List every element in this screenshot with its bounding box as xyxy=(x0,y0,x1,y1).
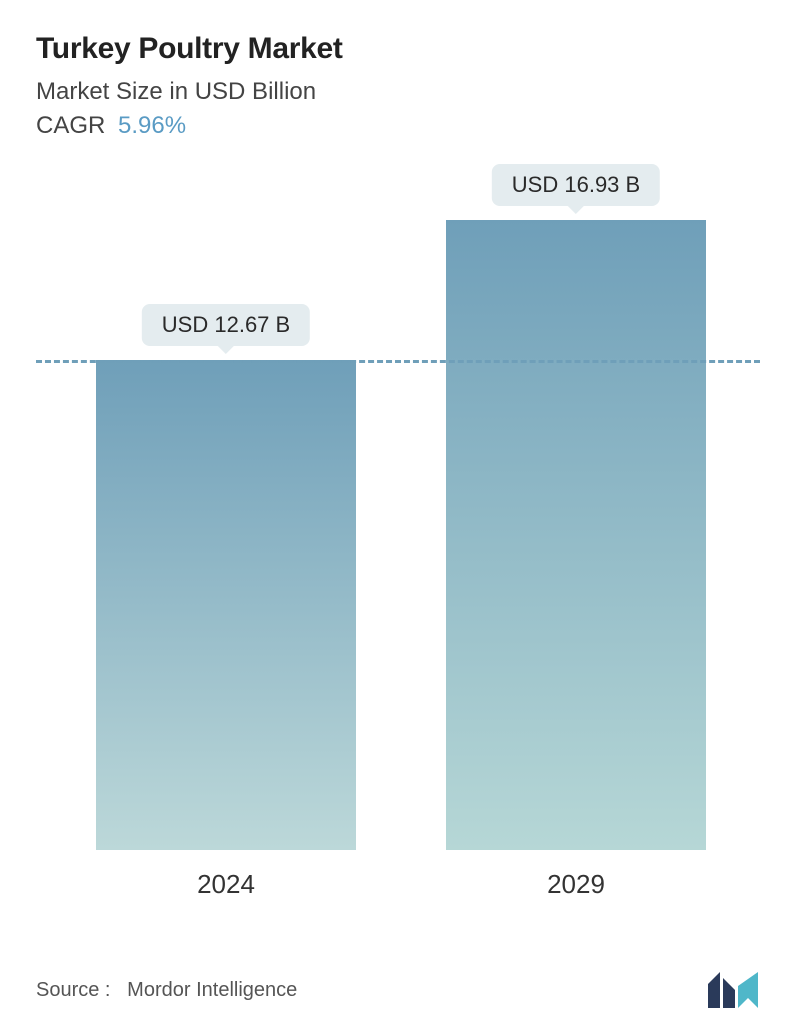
page-title: Turkey Poultry Market xyxy=(36,32,760,66)
chart-container: Turkey Poultry Market Market Size in USD… xyxy=(0,0,796,1034)
cagr-line: CAGR 5.96% xyxy=(36,112,760,140)
bar-2029: USD 16.93 B xyxy=(446,220,706,850)
year-label-2029: 2029 xyxy=(446,869,706,900)
year-label-2024: 2024 xyxy=(96,869,356,900)
subtitle: Market Size in USD Billion xyxy=(36,78,760,106)
reference-line xyxy=(36,360,760,363)
source-label: Source : xyxy=(36,979,110,1001)
bar-fill-2024 xyxy=(96,360,356,850)
source-name: Mordor Intelligence xyxy=(127,979,297,1001)
source-text: Source : Mordor Intelligence xyxy=(36,979,297,1002)
cagr-label: CAGR xyxy=(36,112,105,139)
footer: Source : Mordor Intelligence xyxy=(36,970,760,1010)
bar-2024: USD 12.67 B xyxy=(96,360,356,850)
mordor-logo-icon xyxy=(706,970,760,1010)
bar-fill-2029 xyxy=(446,220,706,850)
chart-area: USD 12.67 B 2024 USD 16.93 B 2029 xyxy=(36,180,760,900)
value-badge-2029: USD 16.93 B xyxy=(492,164,660,206)
cagr-value: 5.96% xyxy=(118,112,186,139)
value-badge-2024: USD 12.67 B xyxy=(142,304,310,346)
